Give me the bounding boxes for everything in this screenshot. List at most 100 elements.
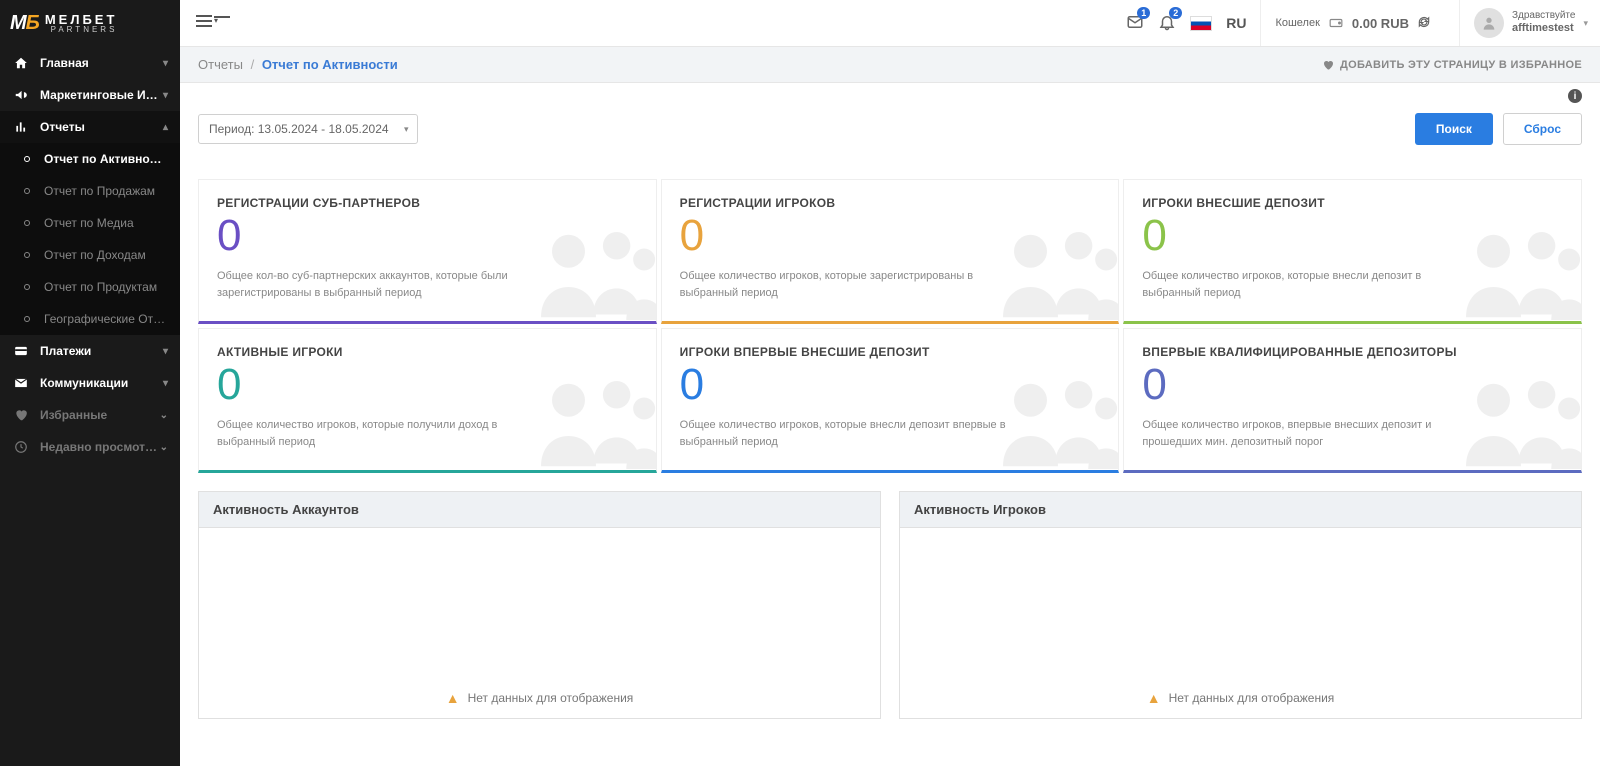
nav-sub-media[interactable]: Отчет по Медиа bbox=[0, 207, 180, 239]
kpi-title: РЕГИСТРАЦИИ СУБ-ПАРТНЕРОВ bbox=[217, 196, 638, 210]
nav-label: Главная bbox=[40, 56, 163, 70]
nav-home[interactable]: Главная ▾ bbox=[0, 47, 180, 79]
breadcrumb-bar: Отчеты / Отчет по Активности ДОБАВИТЬ ЭТ… bbox=[180, 47, 1600, 83]
panel-body: ▲Нет данных для отображения bbox=[900, 528, 1581, 718]
bell-badge: 2 bbox=[1169, 7, 1182, 19]
chevron-down-icon: ▾ bbox=[163, 58, 168, 69]
wallet-label: Кошелек bbox=[1275, 17, 1319, 29]
wallet: Кошелек 0.00 RUB bbox=[1260, 0, 1445, 46]
nav-favorites[interactable]: Избранные ⌄ bbox=[0, 399, 180, 431]
heart-icon bbox=[12, 408, 30, 422]
chevron-down-icon: ▾ bbox=[163, 90, 168, 101]
nav-label: Отчеты bbox=[40, 120, 163, 134]
info-row: i bbox=[180, 83, 1600, 103]
kpi-card: ИГРОКИ ВНЕСШИЕ ДЕПОЗИТ0Общее количество … bbox=[1123, 179, 1582, 324]
panel-title: Активность Игроков bbox=[900, 492, 1581, 528]
nav-sub-activity[interactable]: Отчет по Активности bbox=[0, 143, 180, 175]
breadcrumb-current: Отчет по Активности bbox=[262, 57, 398, 72]
no-data-message: ▲Нет данных для отображения bbox=[1147, 690, 1335, 706]
nav-sub-income[interactable]: Отчет по Доходам bbox=[0, 239, 180, 271]
wallet-amount: 0.00 RUB bbox=[1352, 16, 1409, 31]
wallet-icon bbox=[1328, 16, 1344, 30]
nav-payments[interactable]: Платежи ▾ bbox=[0, 335, 180, 367]
nav-sub-sales[interactable]: Отчет по Продажам bbox=[0, 175, 180, 207]
warning-icon: ▲ bbox=[1147, 690, 1161, 706]
info-icon[interactable]: i bbox=[1568, 89, 1582, 103]
nav-label: Маркетинговые Инстр... bbox=[40, 88, 163, 102]
kpi-card: РЕГИСТРАЦИИ ИГРОКОВ0Общее количество игр… bbox=[661, 179, 1120, 324]
chevron-up-icon: ▴ bbox=[163, 122, 168, 133]
chevron-down-icon: ▾ bbox=[163, 378, 168, 389]
heart-icon bbox=[1322, 59, 1334, 71]
search-button[interactable]: Поиск bbox=[1415, 113, 1493, 145]
logo-text: МЕЛБЕТ PARTNERS bbox=[45, 13, 118, 34]
kpi-desc: Общее количество игроков, которые внесли… bbox=[680, 417, 1017, 450]
avatar-icon bbox=[1474, 8, 1504, 38]
menu-toggle[interactable]: ▾ bbox=[192, 11, 216, 36]
home-icon bbox=[12, 56, 30, 70]
logo-mark: МБ bbox=[10, 12, 39, 35]
mail-notifications[interactable]: 1 bbox=[1126, 13, 1144, 34]
nav-sub-geo[interactable]: Географические Отче... bbox=[0, 303, 180, 335]
user-text: Здравствуйте afftimestest bbox=[1512, 10, 1576, 35]
user-menu[interactable]: Здравствуйте afftimestest ▾ bbox=[1459, 0, 1588, 46]
panel-title: Активность Аккаунтов bbox=[199, 492, 880, 528]
nav-communications[interactable]: Коммуникации ▾ bbox=[0, 367, 180, 399]
bell-notifications[interactable]: 2 bbox=[1158, 13, 1176, 34]
logo[interactable]: МБ МЕЛБЕТ PARTNERS bbox=[0, 0, 180, 47]
kpi-title: АКТИВНЫЕ ИГРОКИ bbox=[217, 345, 638, 359]
bullhorn-icon bbox=[12, 88, 30, 102]
chevron-down-icon: ▾ bbox=[214, 16, 230, 18]
nav: Главная ▾ Маркетинговые Инстр... ▾ Отчет… bbox=[0, 47, 180, 463]
chevron-down-icon: ⌄ bbox=[160, 442, 168, 453]
card-icon bbox=[12, 344, 30, 358]
panel-body: ▲Нет данных для отображения bbox=[199, 528, 880, 718]
refresh-icon[interactable] bbox=[1417, 15, 1431, 32]
nav-label: Коммуникации bbox=[40, 376, 163, 390]
chevron-down-icon: ▾ bbox=[1583, 18, 1588, 29]
flag-ru-icon[interactable] bbox=[1190, 16, 1212, 31]
chart-panel: Активность Игроков ▲Нет данных для отобра… bbox=[899, 491, 1582, 719]
nav-sub-products[interactable]: Отчет по Продуктам bbox=[0, 271, 180, 303]
breadcrumb-parent[interactable]: Отчеты bbox=[198, 57, 243, 72]
no-data-message: ▲Нет данных для отображения bbox=[446, 690, 634, 706]
chart-panel: Активность Аккаунтов ▲Нет данных для отоб… bbox=[198, 491, 881, 719]
main: ▾ 1 2 RU Кошелек 0.00 RUB bbox=[180, 0, 1600, 766]
chevron-down-icon: ▾ bbox=[163, 346, 168, 357]
kpi-card: АКТИВНЫЕ ИГРОКИ0Общее количество игроков… bbox=[198, 328, 657, 473]
chevron-down-icon: ⌄ bbox=[160, 410, 168, 421]
nav-label: Платежи bbox=[40, 344, 163, 358]
kpi-title: ИГРОКИ ВНЕСШИЕ ДЕПОЗИТ bbox=[1142, 196, 1563, 210]
kpi-desc: Общее кол-во суб-партнерских аккаунтов, … bbox=[217, 268, 554, 301]
kpi-card: ВПЕРВЫЕ КВАЛИФИЦИРОВАННЫЕ ДЕПОЗИТОРЫ0Общ… bbox=[1123, 328, 1582, 473]
kpi-card: РЕГИСТРАЦИИ СУБ-ПАРТНЕРОВ0Общее кол-во с… bbox=[198, 179, 657, 324]
nav-reports[interactable]: Отчеты ▴ bbox=[0, 111, 180, 143]
caret-down-icon: ▾ bbox=[404, 124, 409, 135]
nav-label: Избранные bbox=[40, 408, 160, 422]
add-favorite-button[interactable]: ДОБАВИТЬ ЭТУ СТРАНИЦУ В ИЗБРАННОЕ bbox=[1322, 59, 1582, 71]
kpi-desc: Общее количество игроков, впервые внесши… bbox=[1142, 417, 1479, 450]
kpi-desc: Общее количество игроков, которые получи… bbox=[217, 417, 554, 450]
nav-reports-sub: Отчет по Активности Отчет по Продажам От… bbox=[0, 143, 180, 335]
kpi-title: РЕГИСТРАЦИИ ИГРОКОВ bbox=[680, 196, 1101, 210]
mail-badge: 1 bbox=[1137, 7, 1150, 19]
kpi-card: ИГРОКИ ВПЕРВЫЕ ВНЕСШИЕ ДЕПОЗИТ0Общее кол… bbox=[661, 328, 1120, 473]
panels: Активность Аккаунтов ▲Нет данных для отоб… bbox=[198, 491, 1582, 719]
warning-icon: ▲ bbox=[446, 690, 460, 706]
kpi-title: ВПЕРВЫЕ КВАЛИФИЦИРОВАННЫЕ ДЕПОЗИТОРЫ bbox=[1142, 345, 1563, 359]
kpi-desc: Общее количество игроков, которые внесли… bbox=[1142, 268, 1479, 301]
language-label[interactable]: RU bbox=[1226, 15, 1246, 31]
envelope-icon bbox=[12, 376, 30, 390]
nav-label: Недавно просмотрен... bbox=[40, 440, 160, 454]
nav-marketing[interactable]: Маркетинговые Инстр... ▾ bbox=[0, 79, 180, 111]
clock-icon bbox=[12, 440, 30, 454]
kpi-title: ИГРОКИ ВПЕРВЫЕ ВНЕСШИЕ ДЕПОЗИТ bbox=[680, 345, 1101, 359]
filter-row: Период: 13.05.2024 - 18.05.2024 ▾ Поиск … bbox=[180, 103, 1600, 169]
chart-icon bbox=[12, 120, 30, 134]
breadcrumb: Отчеты / Отчет по Активности bbox=[198, 57, 398, 72]
nav-recent[interactable]: Недавно просмотрен... ⌄ bbox=[0, 431, 180, 463]
period-select[interactable]: Период: 13.05.2024 - 18.05.2024 ▾ bbox=[198, 114, 418, 144]
kpi-desc: Общее количество игроков, которые зареги… bbox=[680, 268, 1017, 301]
kpi-grid: РЕГИСТРАЦИИ СУБ-ПАРТНЕРОВ0Общее кол-во с… bbox=[198, 179, 1582, 473]
reset-button[interactable]: Сброс bbox=[1503, 113, 1582, 145]
